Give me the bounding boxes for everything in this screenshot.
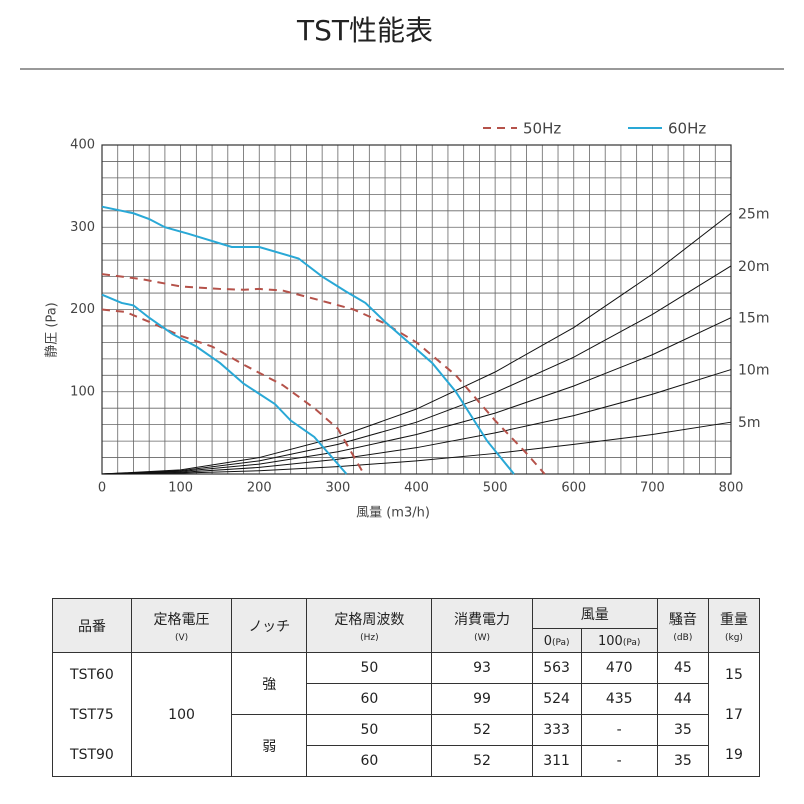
notch-cell: 強	[231, 652, 308, 715]
data-cell: 435	[580, 683, 658, 715]
table-row: 60 99 524 435 44	[53, 683, 760, 715]
data-cell: -	[580, 745, 658, 777]
data-cell: 60	[306, 745, 433, 777]
chart: TST性能表 風量 (m3/h) 静圧 (Pa) 0 100 200 300 400 50…	[20, 14, 784, 521]
weight-cell: 15 17 19	[707, 652, 761, 777]
data-cell: 563	[531, 652, 582, 684]
duct-label: 25m	[738, 206, 769, 222]
y-axis-title: 静圧 (Pa)	[45, 302, 60, 358]
header-cell: 風量	[531, 598, 658, 629]
duct-curve	[101, 212, 732, 475]
duct-label: 5m	[738, 415, 761, 431]
series-line	[101, 308, 365, 475]
table-row: 弱 50 52 333-35	[53, 714, 760, 777]
data-cell: 99	[431, 683, 533, 715]
x-tick-label: 600	[561, 481, 586, 496]
header-cell: 定格周波数 (Hz)	[306, 598, 433, 653]
weight-value: 15	[725, 666, 743, 683]
series-line	[101, 293, 348, 475]
notch-cell: 弱	[231, 714, 308, 777]
duct-curve	[101, 369, 732, 475]
duct-curve	[101, 265, 732, 475]
sub-header-label: 0	[543, 633, 552, 649]
data-cell: 50	[306, 652, 433, 684]
header-unit: (Hz)	[360, 632, 379, 643]
header-label: 風量	[580, 606, 609, 623]
header-cell: ノッチ	[231, 598, 308, 653]
legend-label: 50Hz	[523, 120, 561, 138]
x-tick-label: 700	[640, 481, 665, 496]
data-cell: 60	[306, 683, 433, 715]
duct-label: 20m	[738, 259, 769, 275]
data-cell: 524	[531, 683, 582, 715]
header-cell: 品番	[52, 598, 132, 653]
duct-curve	[101, 317, 732, 475]
model-name: TST90	[70, 746, 114, 763]
header-label: 定格周波数	[334, 611, 405, 628]
x-tick-label: 100	[168, 481, 193, 496]
data-cell: 45	[656, 652, 709, 684]
legend-label: 60Hz	[668, 120, 706, 138]
model-name: TST60	[70, 666, 114, 683]
data-cell: 333	[531, 714, 582, 746]
duct-label: 10m	[738, 363, 769, 379]
y-tick-label: 400	[70, 138, 95, 153]
sub-header-label: 100	[598, 633, 623, 649]
x-tick-label: 400	[404, 481, 429, 496]
header-unit: (dB)	[673, 632, 693, 643]
data-cell: 311	[531, 745, 582, 777]
header-unit: (V)	[174, 632, 189, 643]
header-cell: 定格電圧 (V)	[130, 598, 233, 653]
spec-table: 品番 定格電圧 (V) ノッチ 定格周波数 (Hz) 消費電力 (W) 風量 騒音 (dB) 重量 (k…	[52, 598, 761, 777]
sub-header-unit: (Pa)	[551, 637, 570, 648]
model-name: TST75	[70, 706, 114, 723]
header-label: 品番	[77, 618, 106, 635]
header-unit: (W)	[474, 632, 490, 643]
x-tick-label: 0	[98, 481, 106, 496]
header-label: 定格電圧	[153, 611, 210, 628]
data-cell: 93	[431, 652, 533, 684]
y-tick-label: 300	[70, 220, 95, 235]
x-tick-label: 300	[325, 481, 350, 496]
table-row: 60 52 311-35	[53, 745, 760, 777]
duct-label: 15m	[738, 311, 769, 327]
y-tick-label: 100	[70, 384, 95, 399]
table-row: TST60 TST75 TST90 100 強 50 93 563 470 45 15 17 19	[52, 652, 761, 777]
weight-value: 19	[725, 746, 743, 763]
header-label: 騒音	[668, 611, 697, 628]
duct-curve	[101, 421, 732, 475]
data-cell: 52	[431, 745, 533, 777]
data-cell: 35	[656, 745, 709, 777]
weight-value: 17	[725, 706, 743, 723]
x-tick-label: 200	[247, 481, 272, 496]
x-tick-label: 800	[719, 481, 744, 496]
header-label: 消費電力	[454, 611, 511, 628]
voltage-cell: 100	[130, 652, 233, 777]
header-cell: 重量 (kg)	[707, 598, 761, 653]
sub-header-unit: (Pa)	[622, 637, 641, 648]
model-cell: TST60 TST75 TST90	[52, 652, 132, 777]
y-tick-label: 200	[70, 302, 95, 317]
x-tick-label: 500	[483, 481, 508, 496]
sub-header-cell: 100(Pa)	[580, 628, 658, 653]
series-line	[101, 273, 546, 475]
sub-header-cell: 0(Pa)	[531, 628, 582, 653]
data-cell: 50	[306, 714, 433, 746]
x-axis-title: 風量 (m3/h)	[356, 506, 430, 521]
data-cell: 44	[656, 683, 709, 715]
title: TST性能表	[296, 14, 433, 47]
header-label: ノッチ	[248, 618, 291, 635]
data-cell: 470	[580, 652, 658, 684]
header-label: 重量	[719, 611, 748, 628]
data-cell: 35	[656, 714, 709, 746]
series-line	[101, 205, 515, 475]
data-cell: -	[580, 714, 658, 746]
data-cell: 52	[431, 714, 533, 746]
header-cell: 消費電力 (W)	[431, 598, 533, 653]
header-unit: (kg)	[724, 632, 743, 643]
header-cell: 騒音 (dB)	[656, 598, 709, 653]
